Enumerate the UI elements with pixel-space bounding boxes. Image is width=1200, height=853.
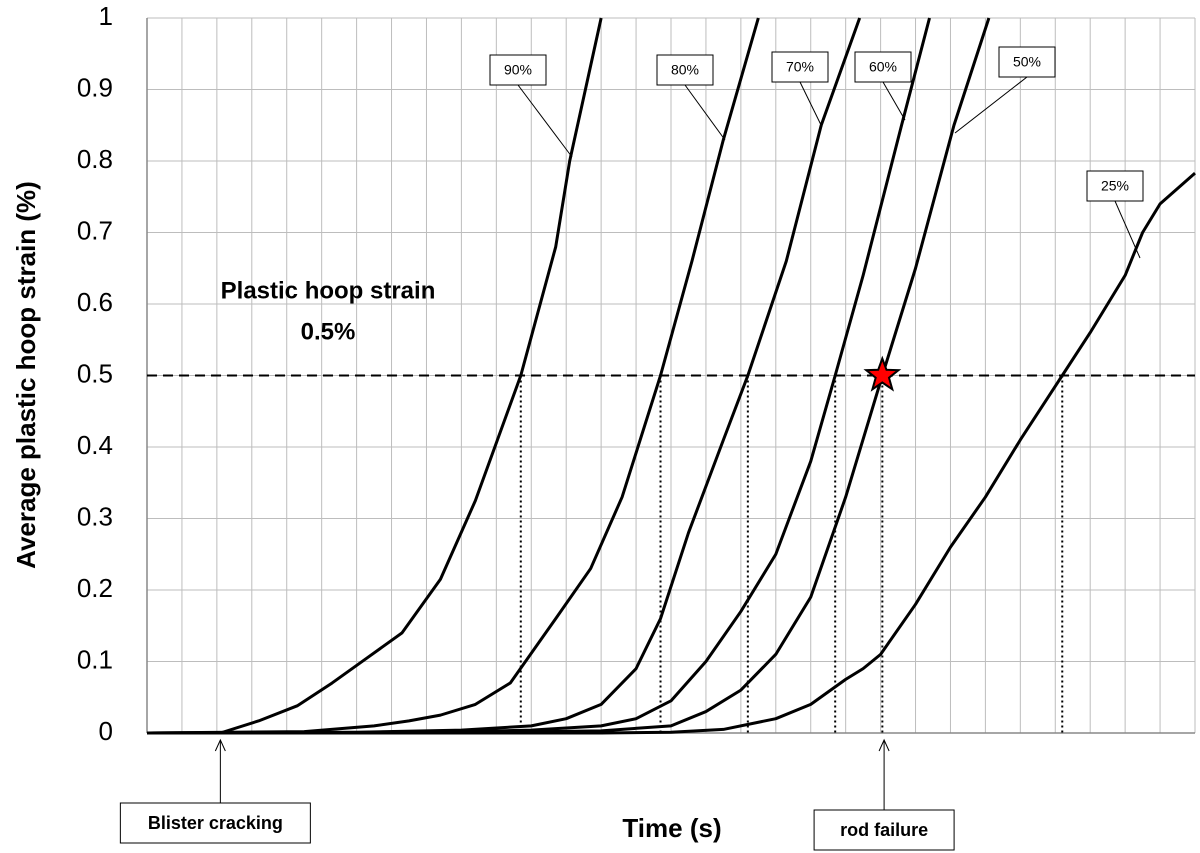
series-line	[146, 17, 931, 735]
callout-box	[854, 51, 912, 83]
annotation-label: Blister cracking	[148, 813, 283, 833]
callout-leader	[954, 76, 1028, 134]
callout-box	[656, 54, 714, 86]
callout-label: 80%	[671, 62, 699, 78]
callout-label: 60%	[869, 59, 897, 75]
callout-box	[489, 54, 547, 86]
annotation-box	[813, 809, 955, 851]
callout-leader	[1114, 200, 1141, 259]
arrow-head	[214, 738, 226, 752]
series-line	[146, 17, 862, 735]
callout-box	[998, 46, 1056, 78]
reference-value-label: 0.5%	[301, 318, 356, 345]
y-tick-label: 0.3	[77, 501, 113, 531]
arrow-head	[878, 738, 890, 752]
y-tick-label: 0.9	[77, 72, 113, 102]
y-tick-label: 0.7	[77, 215, 113, 245]
annotation-box	[119, 802, 311, 844]
annotation-label: rod failure	[840, 820, 928, 840]
callout-label: 90%	[504, 62, 532, 78]
y-tick-label: 0.6	[77, 287, 113, 317]
series-line	[146, 17, 991, 735]
y-tick-label: 0.2	[77, 573, 113, 603]
callout-label: 50%	[1013, 54, 1041, 70]
y-tick-label: 1	[99, 1, 113, 31]
callout-label: 25%	[1101, 178, 1129, 194]
series-line	[147, 17, 603, 735]
y-tick-label: 0.4	[77, 430, 113, 460]
series-line	[146, 17, 760, 735]
x-axis-title: Time (s)	[622, 813, 721, 843]
callout-leader	[684, 84, 726, 141]
callout-box	[1086, 170, 1144, 202]
callout-box	[771, 51, 829, 83]
y-axis-title: Average plastic hoop strain (%)	[11, 181, 41, 569]
callout-label: 70%	[786, 59, 814, 75]
y-tick-label: 0	[99, 716, 113, 746]
y-tick-label: 0.1	[77, 644, 113, 674]
series-line	[147, 172, 1196, 735]
star-marker	[863, 355, 902, 392]
callout-leader	[799, 81, 823, 128]
y-tick-label: 0.5	[77, 358, 113, 388]
callout-leader	[517, 84, 573, 158]
reference-label: Plastic hoop strain	[221, 277, 436, 304]
y-tick-label: 0.8	[77, 144, 113, 174]
callout-leader	[882, 81, 906, 121]
